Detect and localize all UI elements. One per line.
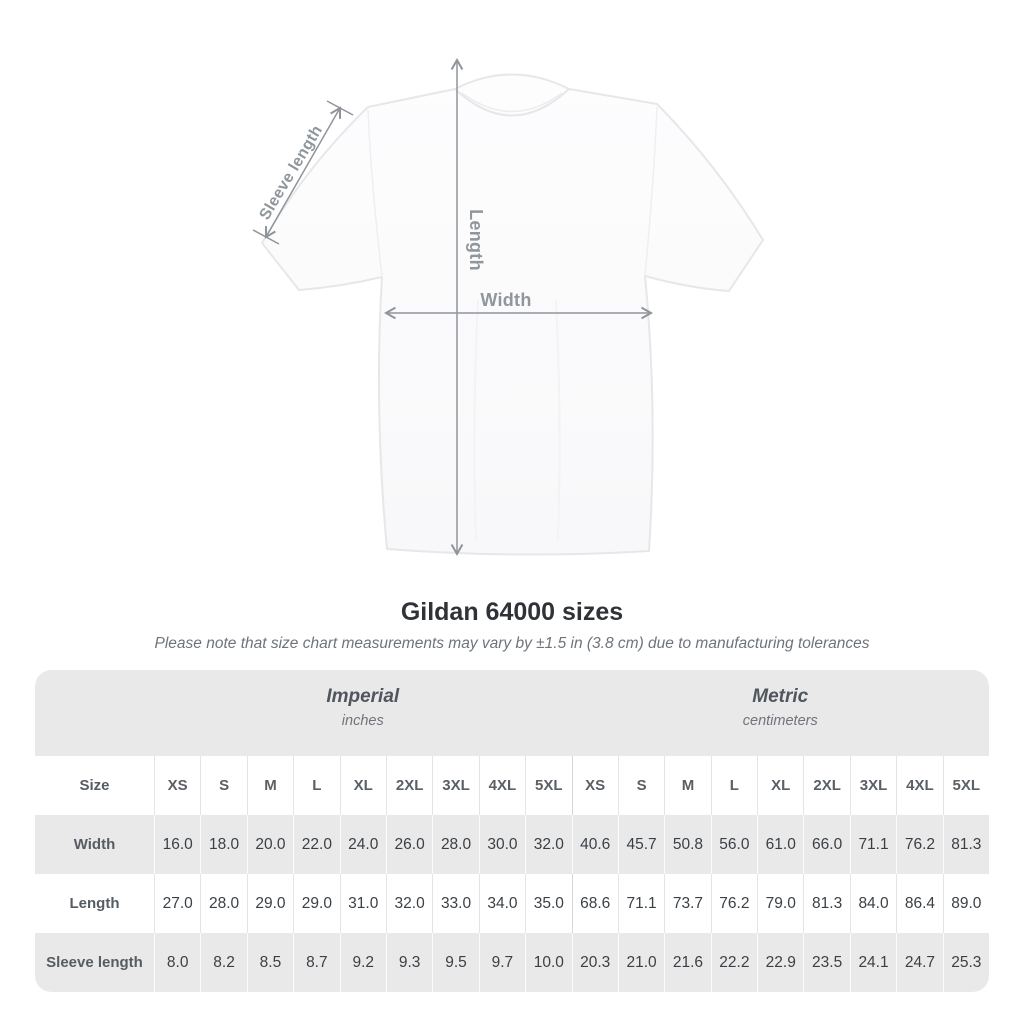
size-col-header: 3XL [849,756,896,815]
table-cell: 20.3 [571,933,618,992]
metric-section-header: Metric centimeters [572,670,990,756]
size-chart-table: Imperial inches Metric centimeters Size … [35,670,989,992]
size-col-header: S [617,756,664,815]
table-cell: 81.3 [803,874,849,933]
table-cell: 68.6 [571,874,618,933]
table-cell: 76.2 [710,874,757,933]
table-cell: 50.8 [664,815,710,874]
sleeve-length-dimension-arrow [252,100,354,245]
table-cell: 26.0 [385,815,432,874]
table-cell: 84.0 [849,874,896,933]
size-col-header: 4XL [478,756,525,815]
table-cell: 73.7 [664,874,710,933]
length-label: Length [466,209,486,271]
table-cell: 24.0 [339,815,386,874]
table-cell: 31.0 [339,874,386,933]
size-col-header: 2XL [385,756,432,815]
metric-subtitle: centimeters [742,713,818,729]
size-col-header: 5XL [942,756,989,815]
size-col-header: XL [339,756,386,815]
tshirt-illustration: Length Width Sleeve length [252,57,764,557]
size-header-row: Size XS S M L XL 2XL 3XL 4XL 5XL XS S M … [35,756,989,815]
table-cell: 8.5 [246,933,293,992]
table-cell: 22.0 [293,815,339,874]
table-cell: 9.2 [339,933,386,992]
size-col-header: 2XL [803,756,849,815]
table-cell: 30.0 [478,815,525,874]
row-label: Length [69,895,120,912]
table-cell: 28.0 [432,815,478,874]
table-cell: 21.6 [664,933,710,992]
table-cell: 9.3 [385,933,432,992]
table-cell: 32.0 [385,874,432,933]
size-header-label: Size [79,777,110,794]
imperial-title: Imperial [326,686,400,707]
table-cell: 81.3 [942,815,989,874]
table-cell: 24.1 [849,933,896,992]
table-cell: 40.6 [571,815,618,874]
size-col-header: L [293,756,339,815]
metric-title: Metric [752,686,809,707]
table-cell: 71.1 [617,874,664,933]
table-cell: 27.0 [154,874,200,933]
unit-band-spacer [35,670,154,756]
table-cell: 89.0 [942,874,989,933]
table-cell: 45.7 [617,815,664,874]
table-cell: 35.0 [525,874,571,933]
table-cell: 79.0 [757,874,803,933]
table-cell: 66.0 [803,815,849,874]
table-cell: 10.0 [525,933,571,992]
size-col-header: S [200,756,246,815]
width-row: Width 16.0 18.0 20.0 22.0 24.0 26.0 28.0… [35,815,989,874]
imperial-subtitle: inches [341,713,384,729]
sleeve-length-row: Sleeve length 8.0 8.2 8.5 8.7 9.2 9.3 9.… [35,933,989,992]
table-cell: 32.0 [525,815,571,874]
table-cell: 29.0 [246,874,293,933]
tshirt-shape [261,73,764,556]
table-cell: 8.2 [200,933,246,992]
table-cell: 76.2 [896,815,942,874]
size-col-header: XS [571,756,618,815]
size-col-header: XL [757,756,803,815]
table-cell: 8.7 [293,933,339,992]
imperial-section-header: Imperial inches [154,670,572,756]
tolerance-note: Please note that size chart measurements… [154,635,870,652]
table-cell: 56.0 [710,815,757,874]
table-cell: 18.0 [200,815,246,874]
table-cell: 33.0 [432,874,478,933]
table-cell: 28.0 [200,874,246,933]
page-title: Gildan 64000 sizes [400,598,624,626]
size-col-header: M [246,756,293,815]
table-cell: 22.9 [757,933,803,992]
table-cell: 16.0 [154,815,200,874]
size-col-header: 3XL [432,756,478,815]
table-cell: 71.1 [849,815,896,874]
size-col-header: M [664,756,710,815]
width-label: Width [480,290,531,310]
size-col-header: L [710,756,757,815]
size-col-header: 4XL [896,756,942,815]
size-col-header: XS [154,756,200,815]
table-cell: 29.0 [293,874,339,933]
table-cell: 20.0 [246,815,293,874]
table-cell: 9.5 [432,933,478,992]
table-cell: 24.7 [896,933,942,992]
unit-header-band: Imperial inches Metric centimeters [35,670,989,756]
table-cell: 23.5 [803,933,849,992]
table-cell: 8.0 [154,933,200,992]
row-label: Width [73,836,116,853]
table-cell: 25.3 [942,933,989,992]
table-cell: 21.0 [617,933,664,992]
table-cell: 9.7 [478,933,525,992]
length-row: Length 27.0 28.0 29.0 29.0 31.0 32.0 33.… [35,874,989,933]
table-cell: 61.0 [757,815,803,874]
table-cell: 86.4 [896,874,942,933]
table-cell: 34.0 [478,874,525,933]
row-label: Sleeve length [46,954,143,971]
table-cell: 22.2 [710,933,757,992]
size-col-header: 5XL [525,756,571,815]
